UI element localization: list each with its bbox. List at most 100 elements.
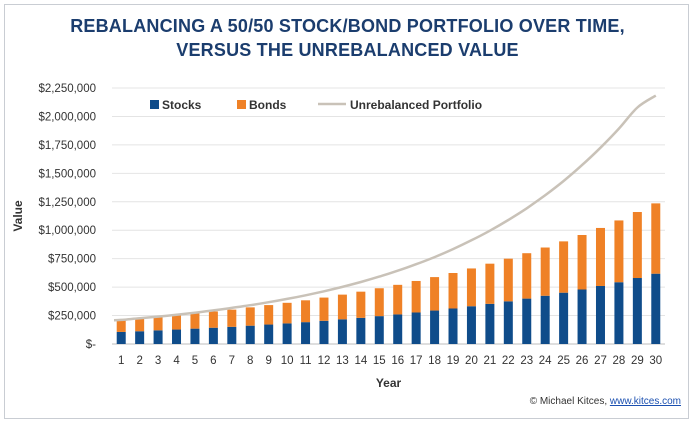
stocks-bar bbox=[227, 326, 237, 344]
stocks-bar bbox=[577, 289, 587, 344]
unrebalanced-portfolio-line bbox=[113, 94, 657, 322]
x-tick-label: 24 bbox=[539, 355, 552, 367]
credit-line: © Michael Kitces, www.kitces.com bbox=[530, 396, 681, 407]
bonds-bar bbox=[172, 315, 182, 330]
bar-series bbox=[116, 203, 661, 344]
stocks-bar bbox=[172, 329, 182, 344]
stocks-bar bbox=[135, 331, 145, 344]
title-line-1: REBALANCING A 50/50 STOCK/BOND PORTFOLIO… bbox=[70, 16, 625, 36]
stocks-bar bbox=[153, 330, 163, 344]
stocks-bar bbox=[614, 282, 624, 344]
x-tick-label: 29 bbox=[631, 355, 644, 367]
legend-unrebalanced-label: Unrebalanced Portfolio bbox=[350, 98, 482, 112]
bonds-bar bbox=[559, 241, 569, 293]
stocks-bar bbox=[559, 292, 569, 344]
stocks-bar bbox=[374, 316, 384, 344]
x-tick-label: 23 bbox=[520, 355, 533, 367]
x-tick-label: 28 bbox=[613, 355, 626, 367]
stocks-bar bbox=[540, 295, 550, 344]
stocks-bar bbox=[116, 331, 126, 344]
bonds-bar bbox=[503, 258, 513, 302]
y-tick-label: $2,000,000 bbox=[38, 111, 96, 123]
x-tick-label: 18 bbox=[428, 355, 441, 367]
x-tick-label: 7 bbox=[229, 355, 235, 367]
y-tick-label: $250,000 bbox=[48, 311, 96, 323]
x-tick-label: 10 bbox=[281, 355, 294, 367]
y-tick-label: $1,000,000 bbox=[38, 225, 96, 237]
bonds-bar bbox=[116, 319, 126, 332]
bonds-bar bbox=[411, 280, 421, 313]
stocks-bar bbox=[208, 327, 218, 344]
stocks-bar bbox=[632, 278, 642, 344]
x-tick-label: 22 bbox=[502, 355, 515, 367]
bonds-bar bbox=[135, 318, 145, 332]
stocks-bar bbox=[356, 317, 366, 344]
stocks-bar bbox=[301, 322, 311, 344]
credit-text: © Michael Kitces, bbox=[529, 396, 610, 407]
stocks-bar bbox=[430, 310, 440, 344]
stocks-bar bbox=[522, 298, 532, 344]
bonds-bar bbox=[651, 203, 661, 274]
bonds-bar bbox=[632, 212, 642, 279]
x-tick-label: 19 bbox=[447, 355, 460, 367]
bonds-bar bbox=[614, 220, 624, 283]
stocks-bar bbox=[411, 312, 421, 344]
y-tick-label: $1,500,000 bbox=[38, 168, 96, 180]
stocks-bar bbox=[485, 303, 495, 344]
legend: Stocks Bonds Unrebalanced Portfolio bbox=[150, 98, 482, 112]
x-axis-label: Year bbox=[376, 376, 402, 390]
x-tick-label: 8 bbox=[247, 355, 253, 367]
credit-link[interactable]: www.kitces.com bbox=[609, 396, 681, 407]
bonds-bar bbox=[208, 311, 218, 328]
x-tick-label: 6 bbox=[210, 355, 216, 367]
x-tick-label: 9 bbox=[265, 355, 271, 367]
x-tick-label: 16 bbox=[391, 355, 404, 367]
y-tick-label: $1,250,000 bbox=[38, 197, 96, 209]
bonds-bar bbox=[356, 291, 366, 318]
unrebalanced-line bbox=[113, 94, 657, 322]
bonds-bar bbox=[245, 307, 255, 326]
x-tick-label: 1 bbox=[118, 355, 124, 367]
x-tick-label: 5 bbox=[192, 355, 198, 367]
bonds-bar bbox=[374, 288, 384, 317]
stocks-bar bbox=[282, 323, 292, 344]
x-tick-label: 17 bbox=[410, 355, 423, 367]
bonds-bar bbox=[577, 235, 587, 290]
y-axis-label: Value bbox=[11, 200, 25, 232]
x-axis-ticks: 1 2 3 4 5 6 7 8 9 10 11 12 13 14 15 16 17 18 19 20 21 22 23 24 2… bbox=[118, 355, 662, 367]
x-tick-label: 2 bbox=[136, 355, 142, 367]
x-tick-label: 13 bbox=[336, 355, 349, 367]
bonds-bar bbox=[430, 277, 440, 311]
bonds-bar bbox=[190, 313, 200, 329]
bonds-bar bbox=[393, 284, 403, 315]
bonds-bar bbox=[466, 268, 476, 307]
stocks-bar bbox=[245, 325, 255, 344]
stocks-bar bbox=[595, 285, 605, 344]
legend-stocks-swatch bbox=[150, 100, 159, 109]
chart-frame bbox=[4, 4, 689, 419]
stocks-bar bbox=[190, 328, 200, 344]
bonds-bar bbox=[595, 227, 605, 286]
stocks-bar bbox=[264, 324, 274, 344]
y-tick-label: $- bbox=[86, 339, 96, 351]
x-tick-label: 14 bbox=[354, 355, 367, 367]
stocks-bar bbox=[503, 301, 513, 344]
bonds-bar bbox=[485, 263, 495, 304]
x-tick-label: 26 bbox=[576, 355, 589, 367]
bonds-bar bbox=[448, 273, 458, 309]
y-axis-ticks: $- $250,000 $500,000 $750,000 $1,000,000 $1,2… bbox=[38, 83, 96, 351]
bonds-bar bbox=[227, 309, 237, 327]
bonds-bar bbox=[319, 297, 329, 321]
y-tick-label: $750,000 bbox=[48, 254, 96, 266]
bonds-bar bbox=[522, 253, 532, 299]
stocks-bar bbox=[448, 308, 458, 344]
stocks-bar bbox=[466, 306, 476, 344]
x-tick-label: 11 bbox=[300, 355, 312, 367]
bonds-bar bbox=[282, 302, 292, 324]
x-tick-label: 25 bbox=[557, 355, 570, 367]
y-tick-label: $2,250,000 bbox=[38, 83, 96, 95]
y-tick-label: $500,000 bbox=[48, 282, 96, 294]
bonds-bar bbox=[153, 316, 163, 331]
x-tick-label: 20 bbox=[465, 355, 478, 367]
